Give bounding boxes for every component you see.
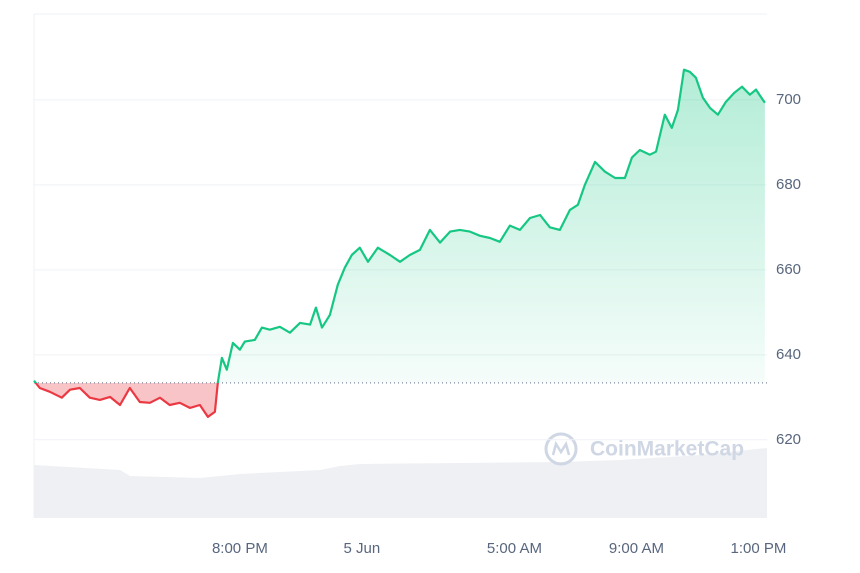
watermark-text: CoinMarketCap [590,438,744,461]
watermark-logo [544,432,578,466]
x-tick-label: 9:00 AM [609,540,664,557]
y-tick-label: 700 [776,91,801,108]
y-tick-label: 640 [776,346,801,363]
area [34,69,765,417]
watermark: CoinMarketCap [544,432,744,466]
y-tick-label: 660 [776,261,801,278]
y-tick-label: 680 [776,176,801,193]
x-tick-label: 8:00 PM [212,540,268,557]
price-line [33,68,766,418]
x-tick-label: 1:00 PM [731,540,787,557]
x-tick-label: 5:00 AM [487,540,542,557]
x-tick-label: 5 Jun [344,540,381,557]
watermark-logo [551,440,571,456]
y-tick-label: 620 [776,431,801,448]
volume-band [34,448,767,518]
